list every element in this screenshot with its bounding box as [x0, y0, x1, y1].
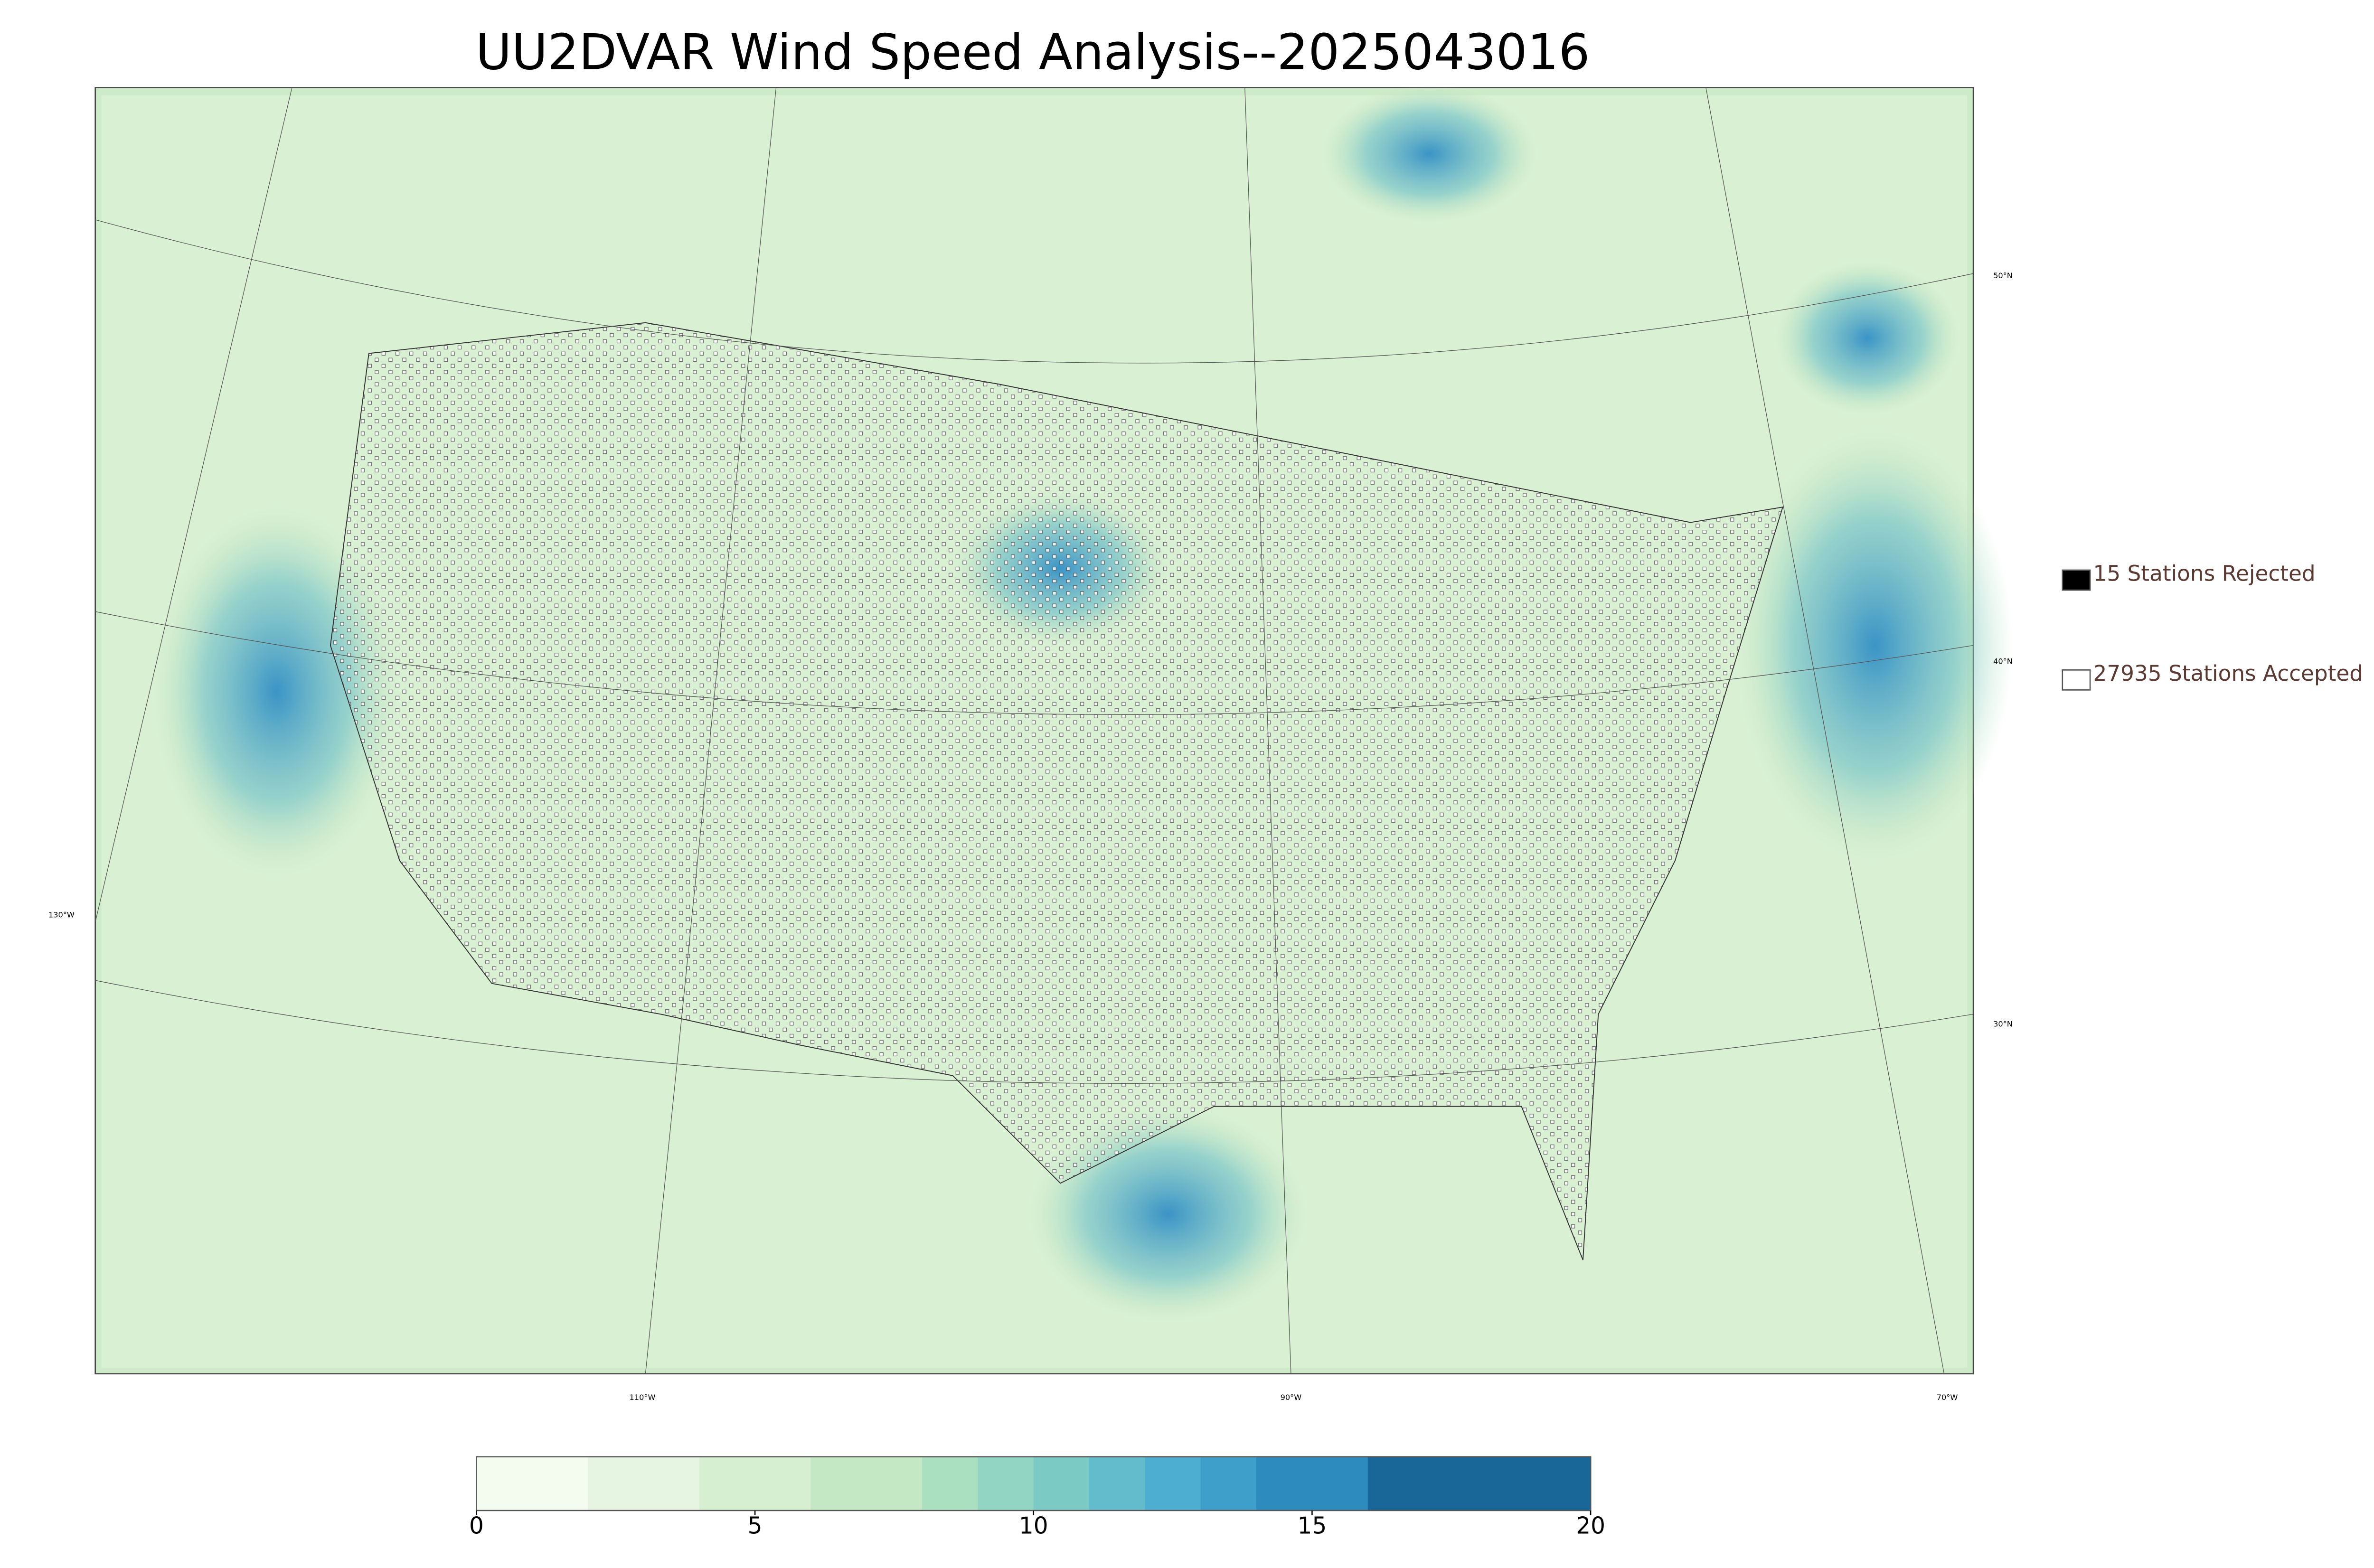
colorbar-band: [699, 1456, 811, 1511]
legend-swatch: [2062, 569, 2091, 591]
land-stations: [330, 322, 1784, 1260]
colorbar-band: [978, 1456, 1035, 1511]
longitude-label: 110°W: [630, 1393, 656, 1402]
colorbar: 0 5 10 15 20: [469, 1456, 1605, 1539]
colorbar-band: [1367, 1456, 1592, 1511]
colorbar-band: [1033, 1456, 1090, 1511]
colorbar-band: [476, 1456, 589, 1511]
longitude-label: 130°W: [48, 910, 75, 919]
wind-area: [1321, 85, 1537, 223]
map: [94, 85, 2014, 1375]
colorbar-band: [1145, 1456, 1202, 1511]
colorbar-band: [588, 1456, 700, 1511]
colorbar-tick-label: 15: [1298, 1512, 1327, 1539]
coordinate-labels: 130°W 110°W 90°W 70°W 50°N 40°N 30°N: [48, 271, 2013, 1402]
colorbar-tick-label: 20: [1576, 1512, 1605, 1539]
legend: 15 Stations Rejected 27935 Stations Accep…: [2062, 561, 2364, 691]
latitude-label: 50°N: [1993, 271, 2013, 280]
legend-label: 15 Stations Rejected: [2093, 561, 2316, 586]
colorbar-band: [1089, 1456, 1146, 1511]
colorbar-band: [1200, 1456, 1257, 1511]
colorbar-band: [922, 1456, 979, 1511]
legend-label: 27935 Stations Accepted: [2093, 661, 2364, 686]
graticule: [95, 87, 1974, 1374]
colorbar-tick-label: 10: [1019, 1512, 1048, 1539]
wind-area: [1736, 430, 2014, 861]
longitude-label: 90°W: [1281, 1393, 1302, 1402]
colorbar-band: [810, 1456, 923, 1511]
longitude-label: 70°W: [1937, 1393, 1958, 1402]
colorbar-tick-label: 0: [469, 1512, 484, 1539]
title: UU2DVAR Wind Speed Analysis--2025043016: [476, 24, 1590, 81]
latitude-label: 30°N: [1993, 1019, 2013, 1028]
colorbar-tick-label: 5: [748, 1512, 763, 1539]
wind-area: [1775, 261, 1959, 415]
latitude-label: 40°N: [1993, 657, 2013, 666]
legend-swatch: [2062, 669, 2091, 691]
colorbar-band: [1256, 1456, 1369, 1511]
